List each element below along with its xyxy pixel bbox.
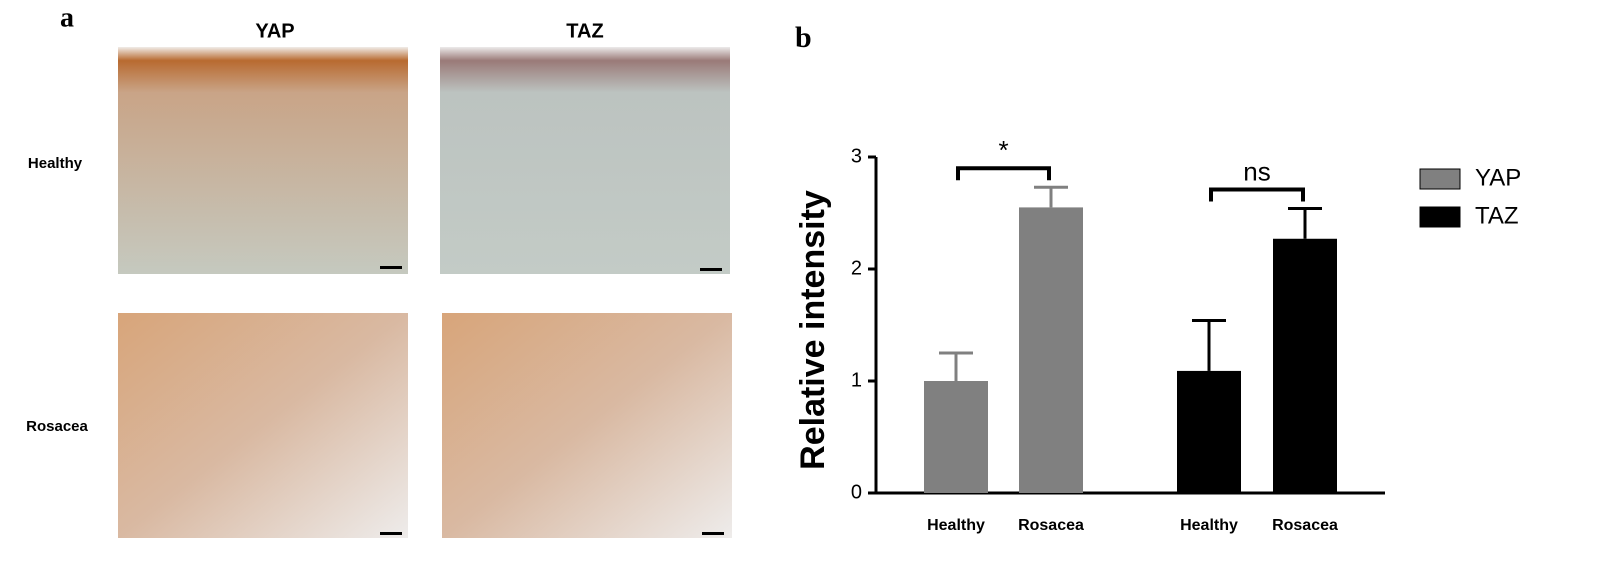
significance-bracket — [956, 166, 1051, 181]
scale-bar — [702, 532, 724, 535]
x-tick-label: Healthy — [1180, 517, 1238, 534]
significance-label: ns — [1243, 156, 1270, 186]
bar — [924, 381, 988, 493]
significance-bracket — [1209, 187, 1305, 202]
micrograph — [118, 313, 408, 538]
panel-label: b — [795, 21, 812, 54]
x-tick-label: Healthy — [927, 517, 985, 534]
bar — [1273, 238, 1337, 493]
scale-bar — [380, 266, 402, 269]
legend-label: YAP — [1475, 164, 1521, 191]
legend-label: TAZ — [1475, 202, 1519, 229]
x-tick-label: Rosacea — [1272, 517, 1338, 534]
bar — [1177, 370, 1241, 493]
micrograph — [118, 47, 408, 274]
row-header: Healthy — [28, 155, 83, 172]
y-tick-label: 0 — [851, 481, 862, 503]
y-axis-label: Relative intensity — [794, 190, 832, 470]
y-tick-label: 1 — [851, 369, 862, 391]
panel-label: a — [60, 2, 74, 33]
bar — [1019, 207, 1083, 493]
column-header: TAZ — [566, 20, 603, 42]
significance-label: * — [998, 135, 1008, 165]
legend-swatch — [1419, 206, 1461, 228]
legend-swatch — [1419, 168, 1461, 190]
micrograph — [440, 47, 730, 274]
scale-bar — [700, 268, 722, 271]
x-tick-label: Rosacea — [1018, 517, 1084, 534]
micrograph — [442, 313, 732, 538]
scale-bar — [380, 532, 402, 535]
y-tick-label: 3 — [851, 145, 862, 167]
column-header: YAP — [255, 20, 294, 42]
y-tick-label: 2 — [851, 257, 862, 279]
row-header: Rosacea — [26, 418, 88, 435]
